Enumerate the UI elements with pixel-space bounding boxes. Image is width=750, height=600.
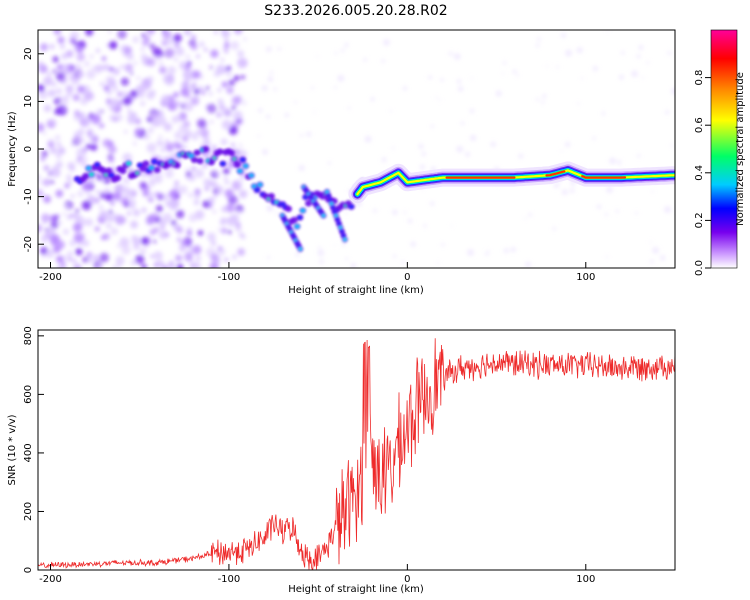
heatmap-x-label: Height of straight line (km) — [288, 285, 424, 296]
heatmap-y-tick-label: -20 — [23, 236, 34, 252]
snr-x-tick-label: -100 — [218, 574, 241, 585]
colorbar-tick-label: 0.2 — [694, 212, 705, 228]
heatmap-x-tick-label: 0 — [404, 272, 410, 283]
snr-y-tick-label: 600 — [23, 385, 34, 404]
snr-y-tick-label: 200 — [23, 502, 34, 521]
heatmap-frame — [37, 29, 676, 269]
heatmap-x-tick-label: -200 — [39, 272, 62, 283]
snr-x-tick-label: -200 — [39, 574, 62, 585]
heatmap-y-tick-label: -10 — [23, 188, 34, 204]
colorbar: 0.0 0.2 0.4 0.6 0.8 Normalized spectral ampl… — [694, 29, 746, 276]
colorbar-tick-label: 0.0 — [694, 260, 705, 276]
heatmap-ridge-band — [348, 161, 675, 204]
snr-y-tick-label: 400 — [23, 443, 34, 462]
heatmap-noise-field — [38, 30, 675, 268]
snr-panel: -200 -100 0 100 0 200 400 600 800 Height of str… — [7, 326, 676, 595]
snr-y-tick-label: 800 — [23, 326, 34, 345]
snr-frame — [37, 329, 676, 571]
colorbar-label: Normalized spectral amplitude — [735, 72, 746, 226]
snr-x-label: Height of straight line (km) — [288, 584, 424, 595]
figure-title: S233.2026.005.20.28.R02 — [264, 3, 447, 19]
snr-x-tick-label: 100 — [576, 574, 595, 585]
heatmap-y-tick-label: 0 — [23, 146, 34, 152]
snr-y-tick-label: 0 — [23, 567, 34, 573]
colorbar-scale — [710, 29, 738, 269]
heatmap-y-tick-label: 10 — [23, 95, 34, 108]
colorbar-tick-label: 0.6 — [694, 117, 705, 133]
snr-x-tick-label: 0 — [404, 574, 410, 585]
heatmap-y-tick-label: 20 — [23, 47, 34, 60]
heatmap-x-tick-label: 100 — [576, 272, 595, 283]
snr-series-line — [38, 338, 675, 570]
heatmap-y-label: Frequency (Hz) — [7, 111, 18, 187]
snr-y-label: SNR (10 * v/v) — [7, 414, 18, 485]
colorbar-tick-label: 0.8 — [694, 70, 705, 86]
heatmap-x-tick-label: -100 — [218, 272, 241, 283]
colorbar-tick-label: 0.4 — [694, 165, 705, 181]
